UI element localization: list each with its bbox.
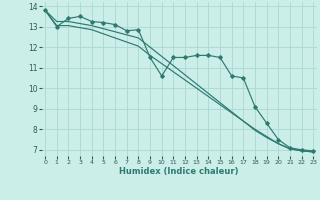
X-axis label: Humidex (Indice chaleur): Humidex (Indice chaleur) bbox=[119, 167, 239, 176]
